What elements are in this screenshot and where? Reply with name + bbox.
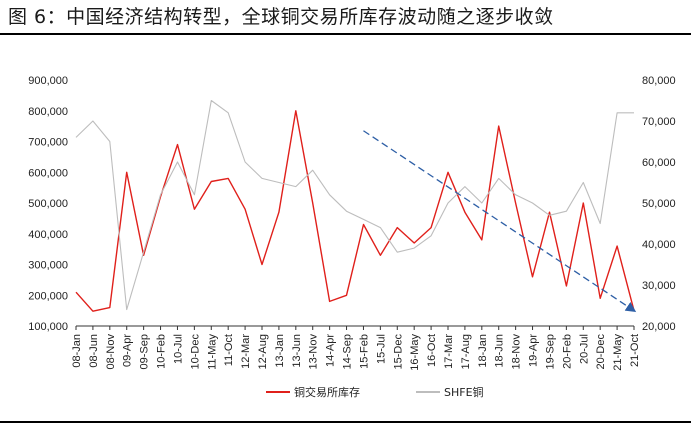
x-tick-label: 19-Apr — [528, 334, 540, 367]
figure-title: 图 6：中国经济结构转型，全球铜交易所库存波动随之逐步收敛 — [8, 6, 554, 28]
x-tick-label: 20-Feb — [561, 334, 573, 369]
x-tick-label: 09-Sep — [139, 334, 151, 369]
x-tick-label: 08-Jun — [88, 334, 100, 368]
series-line-inventory — [75, 110, 635, 312]
x-tick-label: 18-Jan — [477, 334, 489, 368]
x-tick-label: 16-Oct — [426, 334, 438, 367]
left-tick-label: 500,000 — [28, 198, 68, 210]
x-tick-label: 12-Mar — [240, 334, 252, 369]
x-tick-label: 13-Jun — [291, 334, 303, 368]
bottom-rule — [0, 421, 691, 423]
x-tick-label: 14-Sep — [342, 334, 354, 369]
x-tick-label: 12-Aug — [257, 334, 269, 369]
legend-label: SHFE铜 — [444, 385, 484, 399]
title-rule — [0, 33, 691, 35]
series-layer — [75, 99, 635, 312]
x-tick-label: 08-Jan — [71, 334, 83, 368]
left-tick-label: 600,000 — [28, 167, 68, 179]
x-tick-label: 21-May — [612, 334, 624, 371]
x-tick-label: 19-Sep — [544, 334, 556, 369]
x-tick-label: 08-Nov — [105, 334, 117, 370]
legend: 铜交易所库存 SHFE铜 — [266, 385, 484, 399]
x-tick-label: 15-Feb — [358, 334, 370, 369]
series-line-shfe — [75, 99, 634, 311]
x-tick-label: 16-May — [409, 334, 421, 371]
x-tick-label: 17-Aug — [460, 334, 472, 369]
x-tick-label: 13-Nov — [308, 334, 320, 370]
x-tick-label: 15-Jul — [375, 334, 387, 364]
x-tick-label: 14-Apr — [325, 334, 337, 367]
legend-label: 铜交易所库存 — [294, 385, 360, 399]
trend-arrow — [363, 130, 637, 313]
annotation-layer — [363, 130, 637, 313]
x-tick-label: 17-Mar — [443, 334, 455, 369]
x-tick-label: 20-Jul — [578, 334, 590, 364]
left-tick-label: 300,000 — [28, 260, 68, 272]
x-tick-label: 10-Jul — [172, 334, 184, 364]
x-tick-label: 11-May — [206, 334, 218, 370]
left-tick-label: 800,000 — [28, 106, 68, 118]
x-tick-label: 21-Oct — [629, 334, 641, 367]
left-tick-label: 100,000 — [28, 321, 68, 333]
right-tick-label: 40,000 — [642, 239, 676, 251]
x-tick-label: 11-Oct — [223, 334, 235, 366]
x-tick-label: 18-Nov — [511, 334, 523, 370]
right-tick-label: 30,000 — [642, 280, 676, 292]
right-tick-label: 80,000 — [642, 75, 676, 87]
right-tick-label: 50,000 — [642, 198, 676, 210]
right-tick-label: 70,000 — [642, 116, 676, 128]
left-tick-label: 700,000 — [28, 137, 68, 149]
x-tick-label: 10-Feb — [156, 334, 168, 369]
x-tick-label: 09-Apr — [122, 334, 134, 367]
axes: 100,000 200,000 300,000 400,000 500,000 600,0… — [28, 75, 675, 371]
right-tick-label: 20,000 — [642, 321, 676, 333]
x-tick-label: 20-Dec — [595, 334, 607, 370]
left-tick-label: 200,000 — [28, 290, 68, 302]
x-tick-label: 13-Jan — [274, 334, 286, 368]
left-tick-label: 900,000 — [28, 75, 68, 87]
left-tick-label: 400,000 — [28, 229, 68, 241]
right-tick-label: 60,000 — [642, 157, 676, 169]
x-tick-label: 10-Dec — [189, 334, 201, 370]
x-tick-label: 18-Jun — [494, 334, 506, 368]
x-tick-label: 15-Dec — [392, 334, 404, 370]
